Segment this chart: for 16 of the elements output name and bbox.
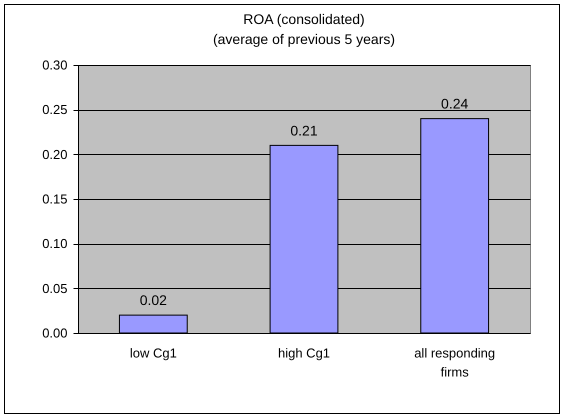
chart-title: ROA (consolidated) bbox=[243, 11, 365, 27]
x-tick-label: all responding firms bbox=[414, 346, 496, 380]
data-label: 0.21 bbox=[290, 122, 318, 138]
data-label: 0.02 bbox=[140, 292, 168, 308]
y-tick-label: 0.05 bbox=[42, 280, 68, 296]
y-tick-label: 0.15 bbox=[42, 192, 68, 206]
data-label: 0.24 bbox=[441, 96, 469, 112]
y-tick-label: 0.20 bbox=[42, 146, 68, 162]
bar bbox=[118, 314, 188, 334]
y-tick-label: 0.30 bbox=[42, 58, 68, 72]
x-tick-label: high Cg1 bbox=[278, 346, 330, 360]
y-tick-label: 0.00 bbox=[42, 326, 68, 340]
y-tick-label: 0.25 bbox=[42, 102, 68, 118]
chart-subtitle: (average of previous 5 years) bbox=[212, 31, 396, 47]
y-tick-label: 0.10 bbox=[42, 236, 68, 252]
x-tick-label: low Cg1 bbox=[130, 346, 177, 360]
